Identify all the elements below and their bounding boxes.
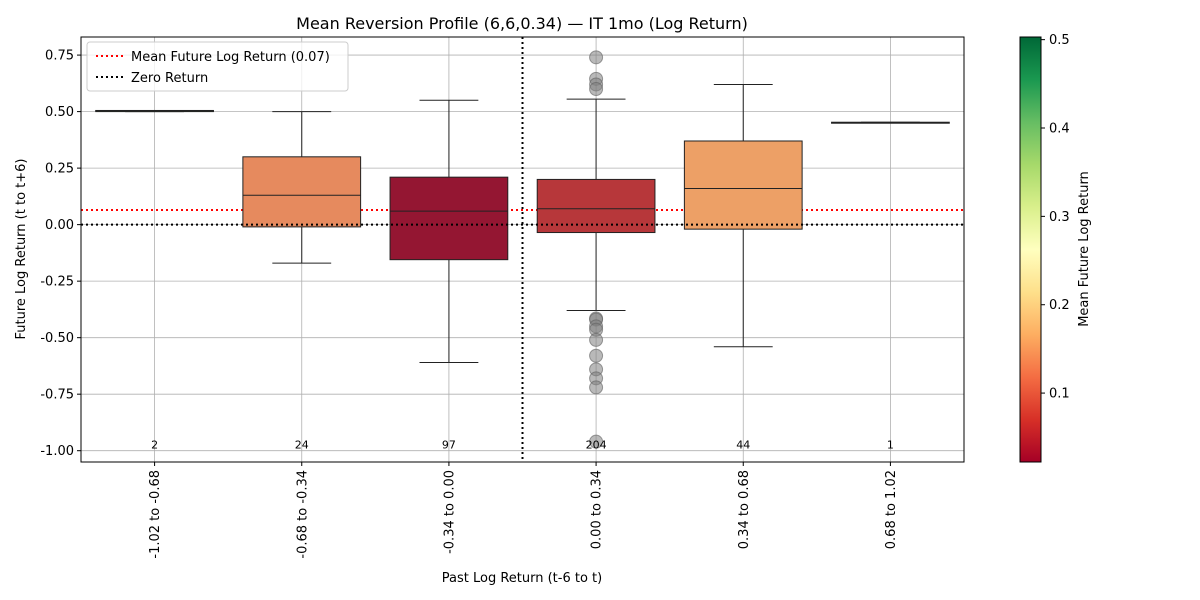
count-label: 44 (736, 439, 750, 452)
outlier-point (589, 332, 604, 347)
plot-frame (80, 36, 965, 463)
count-label: 97 (442, 439, 456, 452)
x-tick-label: 0.68 to 1.02 (884, 470, 899, 549)
count-labels: 2 24 97 204 44 1 (151, 439, 894, 452)
colorbar-label: Mean Future Log Return (1077, 171, 1092, 327)
outlier-point (589, 50, 604, 65)
box-plots (95, 83, 950, 364)
count-label: 2 (151, 439, 158, 452)
y-tick-label: 0.25 (45, 162, 74, 177)
x-tick-label: 0.34 to 0.68 (737, 470, 752, 549)
x-tick-label: 0.00 to 0.34 (590, 470, 605, 549)
colorbar-ticks: 0.1 0.2 0.3 0.4 0.5 (1041, 33, 1070, 402)
count-label: 204 (586, 439, 607, 452)
box (389, 176, 509, 261)
x-tick-label: -0.68 to -0.34 (295, 470, 310, 559)
y-tick-label: 0.75 (45, 49, 74, 64)
x-axis-ticks: -1.02 to -0.68 -0.68 to -0.34 -0.34 to 0.0… (148, 462, 899, 559)
colorbar-tick-label: 0.3 (1049, 210, 1070, 225)
x-tick-label: -0.34 to 0.00 (442, 470, 457, 554)
outlier-point (589, 380, 604, 395)
x-tick-label: -1.02 to -0.68 (148, 470, 163, 559)
outlier-point (589, 348, 604, 363)
count-label: 24 (295, 439, 309, 452)
colorbar-tick-label: 0.2 (1049, 298, 1070, 313)
legend-zero-label: Zero Return (131, 71, 208, 86)
y-tick-label: -0.25 (40, 275, 74, 290)
y-tick-label: 0.00 (45, 218, 74, 233)
legend-frame (86, 41, 349, 92)
chart-title: Mean Reversion Profile (6,6,0.34) — IT 1… (296, 14, 748, 33)
y-tick-label: -0.75 (40, 388, 74, 403)
box (683, 140, 803, 230)
colorbar: 0.1 0.2 0.3 0.4 0.5 Mean Future Log Return (1019, 33, 1092, 463)
outliers (589, 50, 604, 449)
colorbar-tick-label: 0.5 (1049, 33, 1070, 48)
y-tick-label: 0.50 (45, 105, 74, 120)
box (242, 156, 362, 228)
colorbar-fill (1019, 36, 1042, 463)
legend-mean-label: Mean Future Log Return (0.07) (131, 50, 330, 65)
outlier-point (589, 434, 604, 449)
colorbar-tick-label: 0.4 (1049, 122, 1070, 137)
x-axis-label: Past Log Return (t-6 to t) (442, 571, 602, 586)
outlier-point (589, 81, 604, 96)
reference-lines (81, 37, 964, 462)
count-label: 1 (887, 439, 894, 452)
legend: Mean Future Log Return (0.07) Zero Retur… (86, 41, 349, 92)
y-axis-label: Future Log Return (t to t+6) (14, 159, 29, 340)
colorbar-tick-label: 0.1 (1049, 387, 1070, 402)
y-tick-label: -0.50 (40, 331, 74, 346)
y-axis-ticks: -1.00 -0.75 -0.50 -0.25 0.00 0.25 0.50 0.75 (40, 49, 81, 459)
y-tick-label: -1.00 (40, 444, 74, 459)
